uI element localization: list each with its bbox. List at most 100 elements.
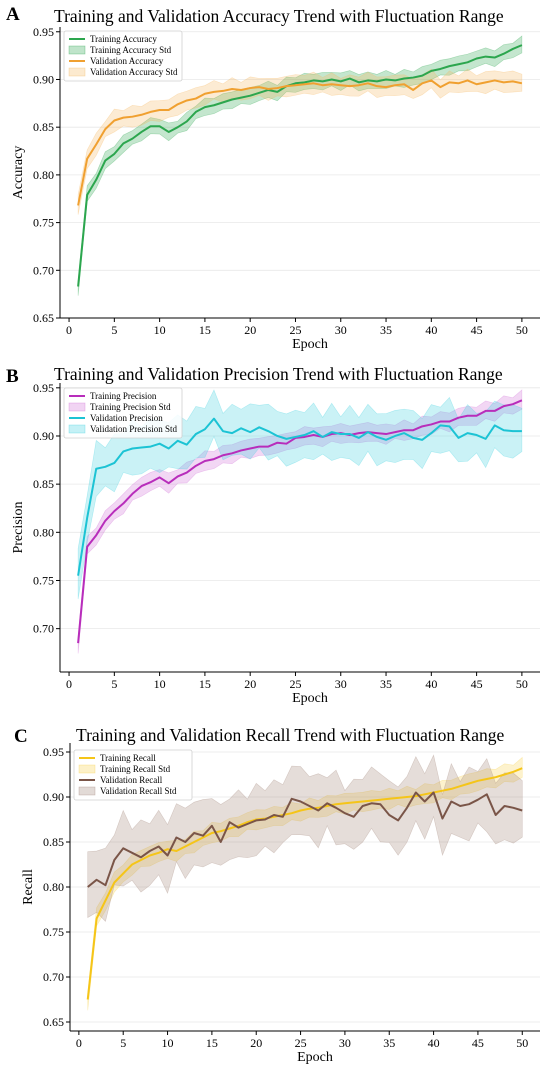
y-tick-label: 0.80 bbox=[43, 880, 64, 894]
std-band-0 bbox=[87, 756, 523, 1011]
x-tick-label: 40 bbox=[428, 1036, 440, 1050]
y-axis-label: Precision bbox=[11, 501, 26, 553]
series-line-1 bbox=[77, 79, 523, 206]
x-tick-label: 5 bbox=[111, 677, 117, 691]
x-tick-label: 0 bbox=[66, 677, 72, 691]
y-tick-label: 0.65 bbox=[43, 1015, 64, 1029]
std-band-1 bbox=[77, 68, 523, 215]
x-tick-label: 45 bbox=[471, 677, 483, 691]
series-line-0 bbox=[77, 399, 523, 644]
x-tick-label: 45 bbox=[471, 323, 483, 337]
x-tick-label: 30 bbox=[335, 677, 347, 691]
legend-swatch-band bbox=[78, 764, 96, 774]
x-tick-label: 15 bbox=[206, 1036, 218, 1050]
y-tick-label: 0.80 bbox=[33, 168, 54, 182]
y-tick-label: 0.85 bbox=[33, 120, 54, 134]
y-tick-label: 0.90 bbox=[43, 790, 64, 804]
x-tick-label: 25 bbox=[289, 323, 301, 337]
legend-entry: Training Recall bbox=[100, 753, 156, 763]
legend-entry: Training Accuracy bbox=[90, 34, 157, 44]
x-tick-label: 5 bbox=[111, 323, 117, 337]
x-tick-label: 15 bbox=[199, 323, 211, 337]
y-tick-label: 0.95 bbox=[43, 745, 64, 759]
series-line-0 bbox=[86, 767, 523, 1000]
y-tick-label: 0.75 bbox=[33, 573, 54, 587]
legend-swatch-band bbox=[68, 67, 86, 77]
x-tick-label: 10 bbox=[154, 323, 166, 337]
legend-entry: Validation Recall Std bbox=[100, 786, 177, 796]
y-tick-label: 0.90 bbox=[33, 429, 54, 443]
y-axis-label: Recall bbox=[21, 869, 36, 905]
x-tick-label: 20 bbox=[250, 1036, 262, 1050]
chart-title: Training and Validation Precision Trend … bbox=[54, 364, 503, 384]
x-tick-label: 15 bbox=[199, 677, 211, 691]
legend-swatch-band bbox=[68, 402, 86, 412]
legend-entry: Training Accuracy Std bbox=[90, 45, 172, 55]
y-tick-label: 0.75 bbox=[43, 925, 64, 939]
x-axis-label: Epoch bbox=[297, 1050, 333, 1065]
panel-letter: C bbox=[14, 726, 28, 747]
x-axis-label: Epoch bbox=[292, 337, 328, 352]
x-tick-label: 50 bbox=[516, 1036, 528, 1050]
legend-entry: Training Recall Std bbox=[100, 764, 171, 774]
chart-panel-a: A Training and Validation Accuracy Trend … bbox=[6, 4, 540, 352]
x-tick-label: 25 bbox=[295, 1036, 307, 1050]
legend-swatch-band bbox=[78, 786, 96, 796]
x-tick-label: 50 bbox=[516, 323, 528, 337]
legend-box bbox=[63, 387, 183, 439]
x-tick-label: 5 bbox=[120, 1036, 126, 1050]
x-tick-label: 25 bbox=[289, 677, 301, 691]
y-tick-label: 0.70 bbox=[33, 622, 54, 636]
std-band-0 bbox=[77, 35, 523, 296]
y-axis-label: Accuracy bbox=[11, 146, 26, 200]
series-line-1 bbox=[77, 417, 522, 576]
x-tick-label: 30 bbox=[339, 1036, 351, 1050]
legend-entry: Training Precision Std bbox=[90, 402, 171, 412]
legend-swatch-band bbox=[68, 45, 86, 55]
y-tick-label: 0.70 bbox=[33, 263, 54, 277]
y-tick-label: 0.85 bbox=[33, 477, 54, 491]
chart-panel-b: B Training and Validation Precision Trend… bbox=[6, 364, 540, 706]
x-tick-label: 0 bbox=[76, 1036, 82, 1050]
series-line-0 bbox=[77, 44, 523, 287]
legend-box bbox=[73, 749, 193, 801]
x-tick-label: 35 bbox=[380, 323, 392, 337]
legend-entry: Validation Precision Std bbox=[90, 424, 177, 434]
legend-entry: Validation Accuracy Std bbox=[90, 67, 178, 77]
panel-letter: B bbox=[6, 366, 19, 387]
x-tick-label: 30 bbox=[335, 323, 347, 337]
y-tick-label: 0.95 bbox=[33, 25, 54, 39]
x-axis-label: Epoch bbox=[292, 691, 328, 706]
legend-box bbox=[63, 30, 183, 82]
legend-entry: Training Precision bbox=[90, 391, 157, 401]
chart-panel-c: C Training and Validation Recall Trend wi… bbox=[14, 725, 540, 1065]
chart-title: Training and Validation Accuracy Trend w… bbox=[54, 6, 504, 26]
x-tick-label: 35 bbox=[383, 1036, 395, 1050]
y-tick-label: 0.90 bbox=[33, 72, 54, 86]
y-tick-label: 0.95 bbox=[33, 381, 54, 395]
x-tick-label: 45 bbox=[472, 1036, 484, 1050]
x-tick-label: 20 bbox=[244, 323, 256, 337]
y-tick-label: 0.65 bbox=[33, 311, 54, 325]
legend-swatch-band bbox=[68, 424, 86, 434]
chart-title: Training and Validation Recall Trend wit… bbox=[76, 725, 504, 745]
x-tick-label: 40 bbox=[425, 677, 437, 691]
legend-entry: Validation Accuracy bbox=[90, 56, 164, 66]
series-line-1 bbox=[87, 791, 523, 888]
legend-entry: Validation Recall bbox=[100, 775, 163, 785]
x-tick-label: 10 bbox=[162, 1036, 174, 1050]
y-tick-label: 0.80 bbox=[33, 525, 54, 539]
panel-letter: A bbox=[6, 4, 20, 25]
y-tick-label: 0.70 bbox=[43, 970, 64, 984]
x-tick-label: 10 bbox=[154, 677, 166, 691]
legend-entry: Validation Precision bbox=[90, 413, 163, 423]
y-tick-label: 0.85 bbox=[43, 835, 64, 849]
x-tick-label: 0 bbox=[66, 323, 72, 337]
x-tick-label: 40 bbox=[425, 323, 437, 337]
x-tick-label: 50 bbox=[516, 677, 528, 691]
y-tick-label: 0.75 bbox=[33, 216, 54, 230]
x-tick-label: 35 bbox=[380, 677, 392, 691]
